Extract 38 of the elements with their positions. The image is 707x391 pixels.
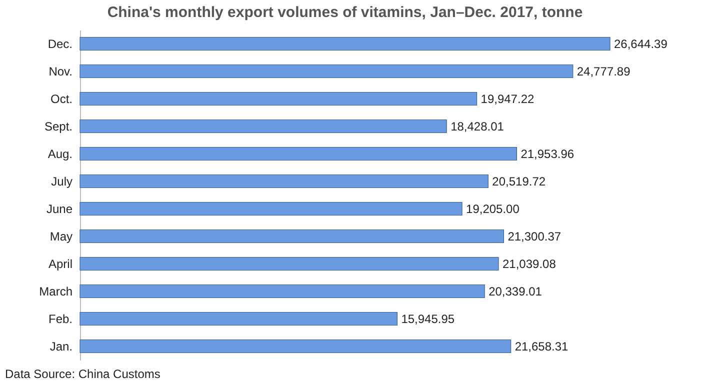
data-label: 21,658.31 <box>514 339 569 354</box>
bar <box>80 92 478 106</box>
data-label: 20,339.01 <box>488 284 542 298</box>
bar <box>80 64 574 78</box>
data-label: 26,644.39 <box>614 36 668 51</box>
y-tick-label: May <box>50 229 72 244</box>
bar <box>80 119 447 134</box>
data-label: 21,039.08 <box>502 256 556 271</box>
bar <box>80 339 512 354</box>
bar <box>80 36 610 51</box>
chart-title: China's monthly export volumes of vitamins, Jan–Dec. 2017, tonne <box>107 4 583 21</box>
bar <box>80 146 517 161</box>
y-tick-label: Feb. <box>48 312 72 326</box>
y-tick-label: Aug. <box>48 146 72 161</box>
bar <box>80 202 462 216</box>
bar <box>80 284 485 298</box>
data-label: 24,777.89 <box>576 64 631 78</box>
bar <box>80 312 398 326</box>
y-tick-label: Oct. <box>50 92 72 106</box>
y-tick-label: March <box>39 284 72 298</box>
data-label: 21,300.37 <box>508 229 562 244</box>
y-tick-label: Sept. <box>44 119 72 134</box>
data-label: 21,953.96 <box>520 146 574 161</box>
y-tick-label: Dec. <box>48 36 72 51</box>
source-note: Data Source: China Customs <box>5 367 160 381</box>
y-tick-label: Nov. <box>48 64 72 78</box>
y-tick-label: Jan. <box>50 339 72 354</box>
bar <box>80 256 499 271</box>
y-tick-label: July <box>51 174 72 188</box>
data-label: 19,205.00 <box>466 202 520 216</box>
data-label: 20,519.72 <box>492 174 546 188</box>
data-label: 15,945.95 <box>401 312 455 326</box>
y-tick-label: June <box>46 202 73 216</box>
bar <box>80 229 504 244</box>
bar <box>80 174 488 188</box>
data-label: 19,947.22 <box>480 92 534 106</box>
data-label: 18,428.01 <box>450 119 504 134</box>
y-tick-label: April <box>48 256 72 271</box>
